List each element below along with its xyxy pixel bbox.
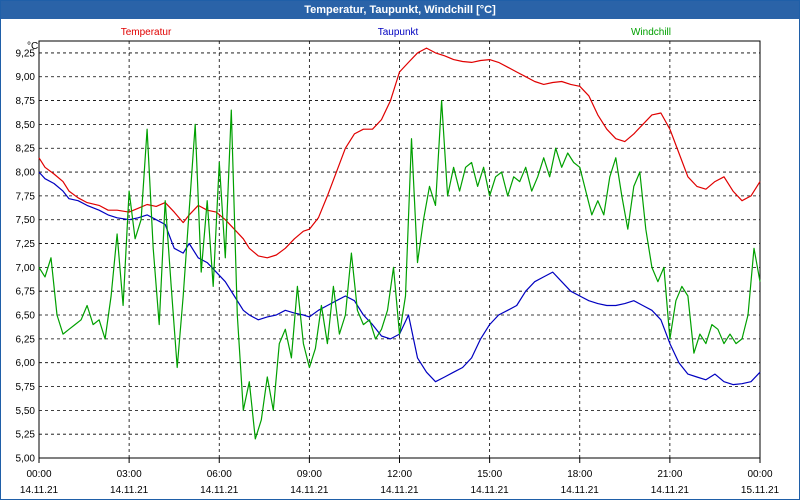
axes: 5,00 5,25 5,50 5,75 6,00 6,25 6,50 6,75 7,00 7,25…: [16, 41, 780, 496]
y-tick-label: 5,50: [16, 406, 36, 417]
y-tick-label: 6,75: [16, 287, 36, 298]
x-tick-time-label: 00:00: [26, 469, 51, 480]
x-tick-date-label: 14.11.21: [200, 485, 239, 496]
legend-entry-taupunkt: Taupunkt: [378, 27, 419, 38]
x-tick-time-label: 18:00: [567, 469, 592, 480]
y-tick-label: 6,00: [16, 358, 36, 369]
y-tick-label: 8,50: [16, 120, 36, 131]
series-line-windchill: [38, 99, 761, 440]
y-tick-label: 5,00: [16, 454, 36, 465]
y-tick-label: 5,25: [16, 430, 36, 441]
y-tick-label: 6,50: [16, 311, 36, 322]
y-axis-label: °C: [27, 41, 38, 52]
x-tick-date-label: 14.11.21: [471, 485, 510, 496]
plot-area: [38, 40, 761, 459]
y-tick-label: 7,25: [16, 239, 36, 250]
y-tick-label: 8,00: [16, 168, 36, 179]
y-tick-label: 9,25: [16, 48, 36, 59]
x-tick-time-label: 03:00: [117, 469, 142, 480]
series-lines: [38, 47, 761, 440]
y-tick-label: 5,75: [16, 382, 36, 393]
x-tick-time-label: 06:00: [207, 469, 232, 480]
grid: [38, 40, 761, 459]
x-tick-date-label: 14.11.21: [290, 485, 329, 496]
y-tick-label: 9,00: [16, 72, 36, 83]
x-tick-date-label: 14.11.21: [380, 485, 419, 496]
x-tick-date-label: 14.11.21: [20, 485, 59, 496]
x-tick-date-label: 14.11.21: [561, 485, 600, 496]
x-tick-time-label: 09:00: [297, 469, 322, 480]
y-tick-label: 6,25: [16, 334, 36, 345]
y-tick-label: 7,50: [16, 215, 36, 226]
legend-entry-temperatur: Temperatur: [121, 27, 172, 38]
x-tick-date-label: 14.11.21: [651, 485, 690, 496]
series-line-temperatur: [38, 47, 761, 259]
y-tick-label: 8,25: [16, 144, 36, 155]
legend: Temperatur Taupunkt Windchill: [121, 27, 671, 38]
x-tick-time-label: 12:00: [387, 469, 412, 480]
y-tick-label: 7,00: [16, 263, 36, 274]
y-tick-label: 7,75: [16, 191, 36, 202]
x-tick-time-label: 15:00: [477, 469, 502, 480]
x-tick-date-label: 14.11.21: [110, 485, 149, 496]
series-line-taupunkt: [38, 171, 761, 386]
legend-entry-windchill: Windchill: [631, 27, 671, 38]
chart-title: Temperatur, Taupunkt, Windchill [°C]: [1, 1, 799, 19]
x-tick-date-label: 15.11.21: [741, 485, 780, 496]
x-tick-time-label: 00:00: [747, 469, 772, 480]
x-tick-time-label: 21:00: [657, 469, 682, 480]
y-tick-label: 8,75: [16, 96, 36, 107]
